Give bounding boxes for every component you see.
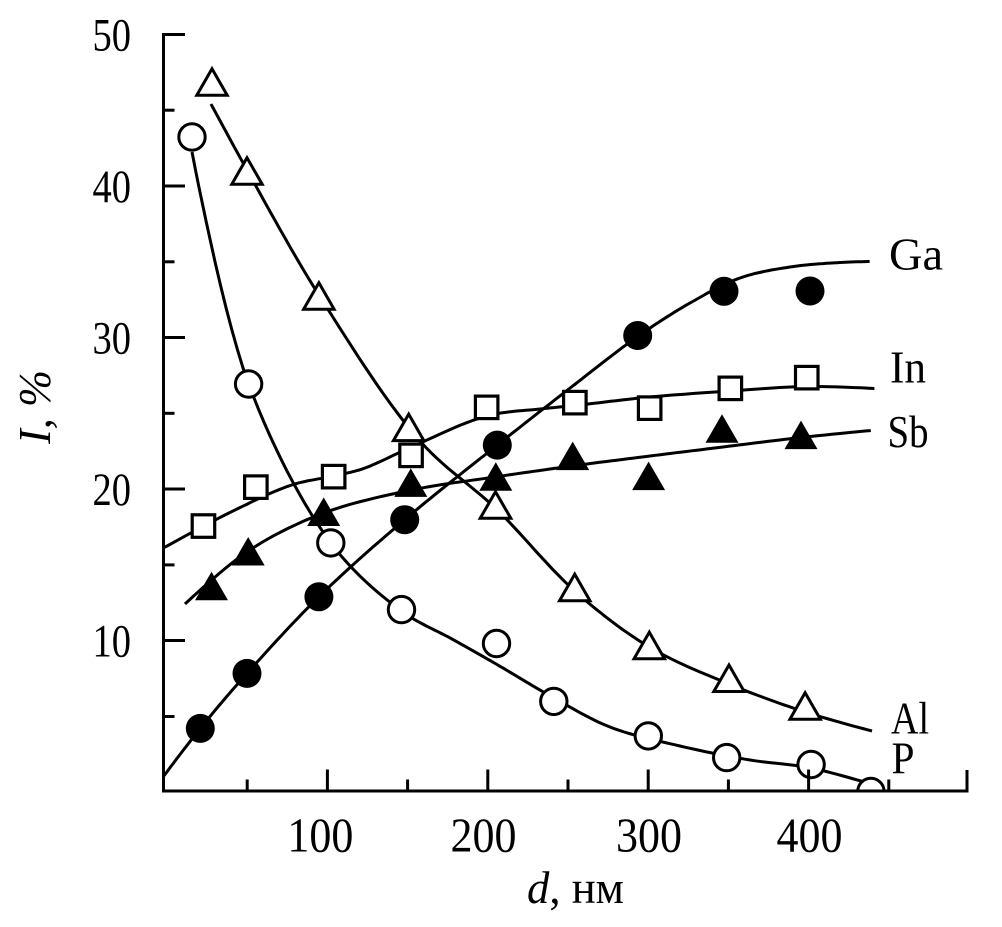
svg-text:d, нм: d, нм [527, 863, 624, 913]
svg-text:200: 200 [451, 808, 517, 863]
svg-text:20: 20 [93, 464, 132, 516]
svg-text:Ga: Ga [889, 229, 943, 280]
svg-text:100: 100 [287, 808, 353, 863]
svg-text:I, %: I, % [9, 370, 60, 445]
svg-text:10: 10 [93, 616, 132, 668]
svg-text:P: P [892, 733, 915, 784]
svg-text:400: 400 [777, 808, 843, 863]
svg-text:Sb: Sb [888, 406, 929, 457]
svg-text:Al: Al [891, 693, 929, 744]
svg-text:50: 50 [93, 10, 132, 62]
svg-text:In: In [890, 342, 926, 393]
svg-text:300: 300 [616, 808, 682, 863]
svg-text:40: 40 [93, 161, 132, 213]
svg-text:30: 30 [93, 313, 132, 365]
